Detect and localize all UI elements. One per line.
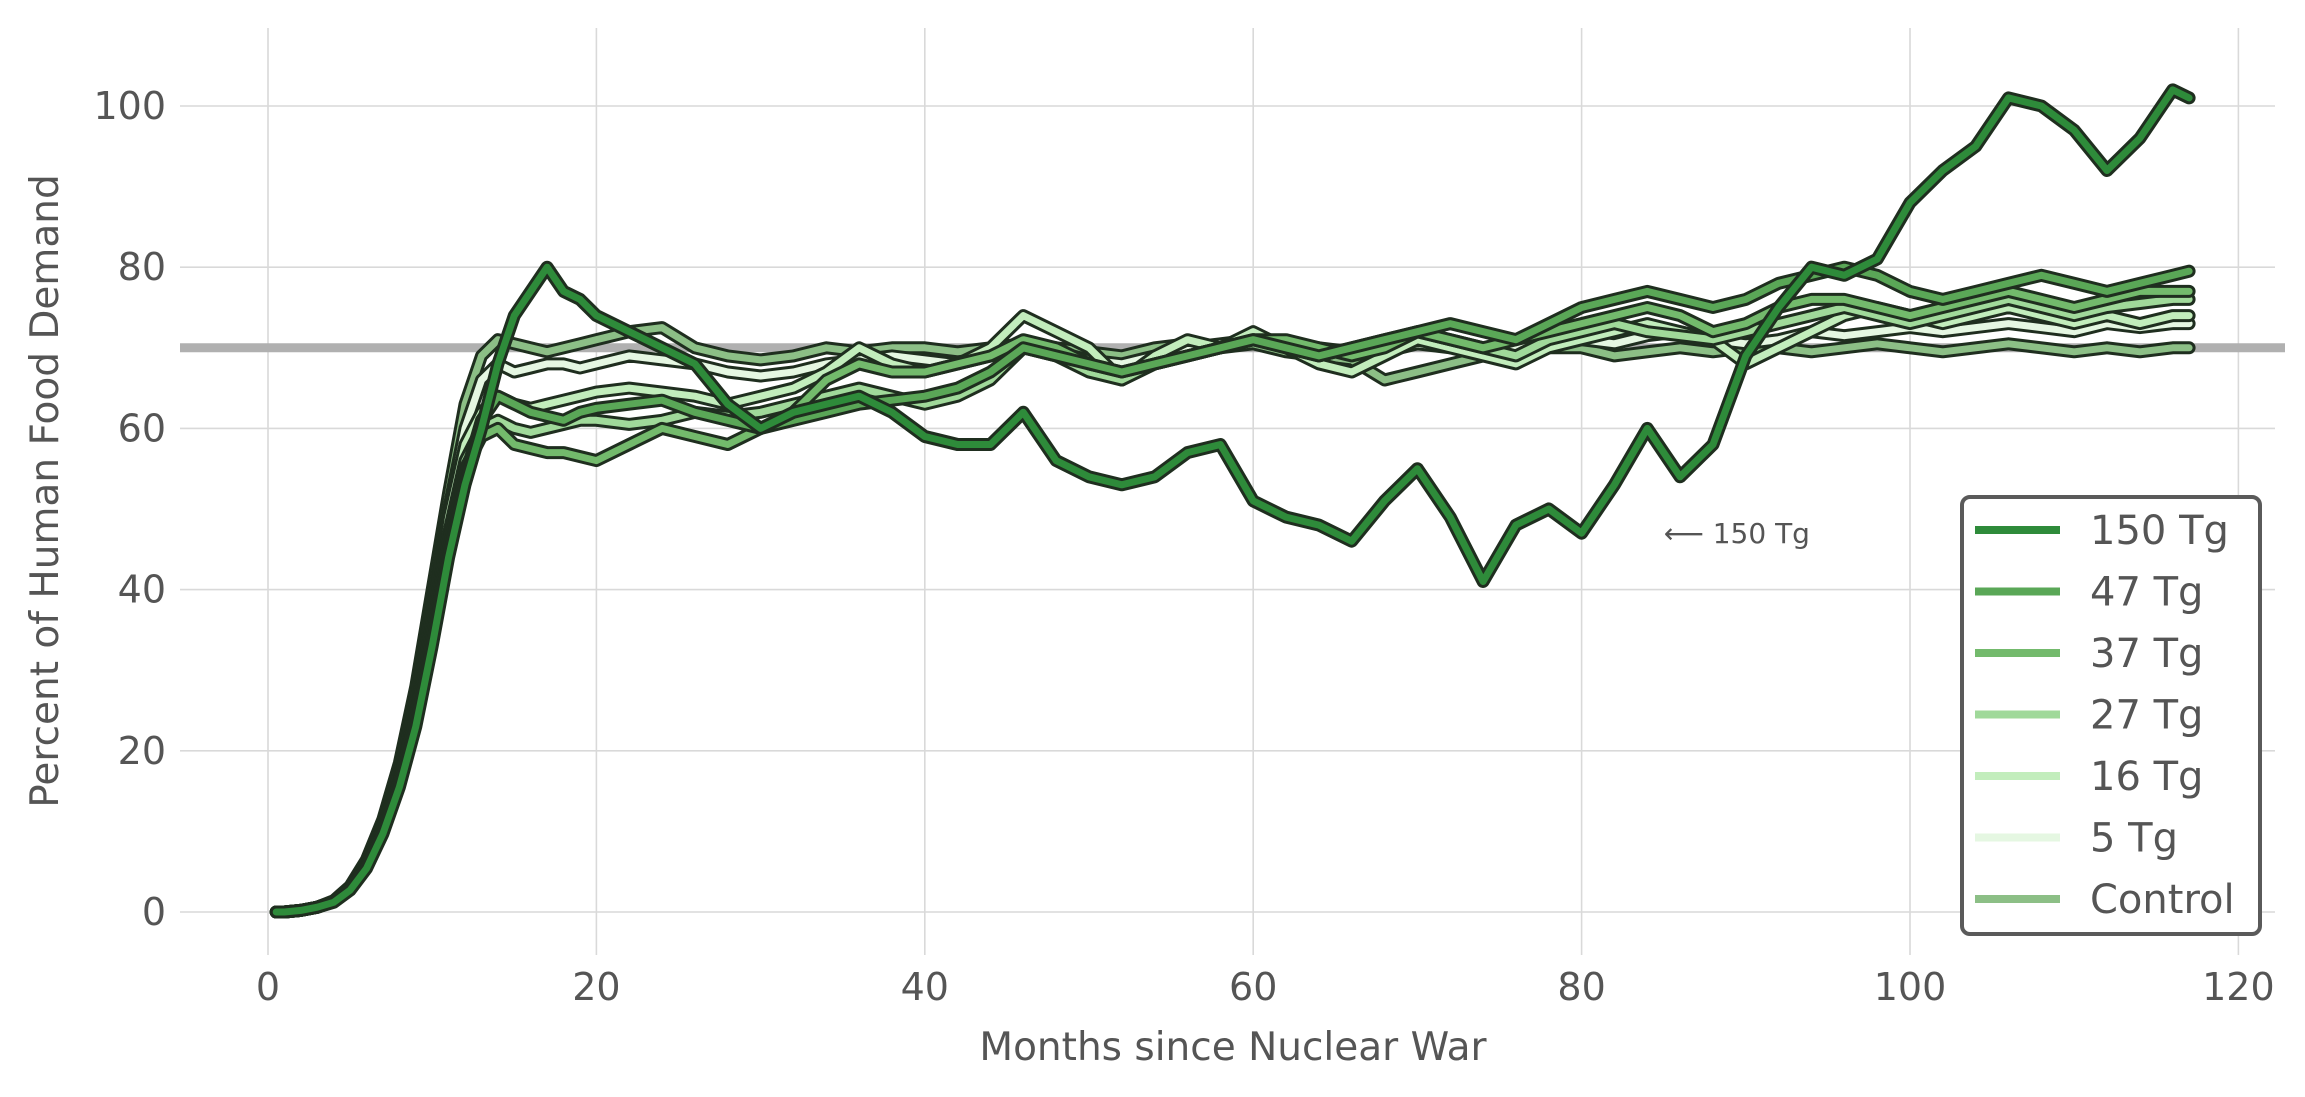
annotation-150tg: ⟵ 150 Tg: [1664, 517, 1810, 550]
y-tick-label: 0: [142, 890, 166, 934]
series-outline: [269, 292, 2196, 919]
y-tick-label: 40: [118, 568, 166, 612]
legend-item: 16 Tg: [1975, 754, 2203, 800]
series-line: [272, 295, 2193, 916]
legend: 150 Tg 47 Tg 37 Tg 27 Tg 16 Tg 5 Tg Control: [1960, 495, 2262, 936]
series-line: [272, 320, 2193, 916]
legend-label: 150 Tg: [2090, 508, 2229, 554]
y-tick-label: 60: [118, 406, 166, 450]
x-axis-title: Months since Nuclear War: [979, 1025, 1487, 1070]
legend-item: 47 Tg: [1975, 570, 2203, 616]
legend-label: 37 Tg: [2090, 631, 2203, 677]
x-tick-label: 100: [1874, 965, 1947, 1009]
series-line: [272, 86, 2193, 916]
series-line: [272, 304, 2193, 916]
series-16-tg: [269, 301, 2196, 919]
series-27-tg: [269, 292, 2196, 919]
legend-label: 47 Tg: [2090, 570, 2203, 616]
y-tick-label: 20: [118, 729, 166, 773]
x-tick-label: 40: [901, 965, 949, 1009]
series-line: [272, 287, 2193, 916]
series-outline: [269, 284, 2196, 919]
x-tick-label: 60: [1229, 965, 1277, 1009]
x-tick-label: 80: [1557, 965, 1605, 1009]
legend-frame: [1960, 495, 2262, 936]
legend-item: 37 Tg: [1975, 631, 2203, 677]
series-150-tg: [269, 83, 2196, 919]
x-tick-label: 120: [2202, 965, 2275, 1009]
legend-label: 27 Tg: [2090, 693, 2203, 739]
y-tick-label: 80: [118, 245, 166, 289]
series-5-tg: [269, 317, 2196, 919]
legend-item: Control: [1975, 877, 2235, 923]
y-tick-label: 100: [93, 84, 166, 128]
legend-item: 150 Tg: [1975, 508, 2229, 554]
y-axis-title: Percent of Human Food Demand: [23, 174, 68, 807]
x-tick-label: 20: [572, 965, 620, 1009]
legend-item: 5 Tg: [1975, 816, 2178, 862]
legend-label: Control: [2090, 877, 2235, 923]
series-layer: [269, 83, 2196, 919]
series-37-tg: [269, 284, 2196, 919]
legend-item: 27 Tg: [1975, 693, 2203, 739]
legend-label: 5 Tg: [2090, 816, 2178, 862]
series-outline: [269, 317, 2196, 919]
legend-label: 16 Tg: [2090, 754, 2203, 800]
x-tick-label: 0: [256, 965, 280, 1009]
tick-labels: 0 20 40 60 80 100 120 0 20 40 60 80 100: [93, 84, 2274, 1009]
